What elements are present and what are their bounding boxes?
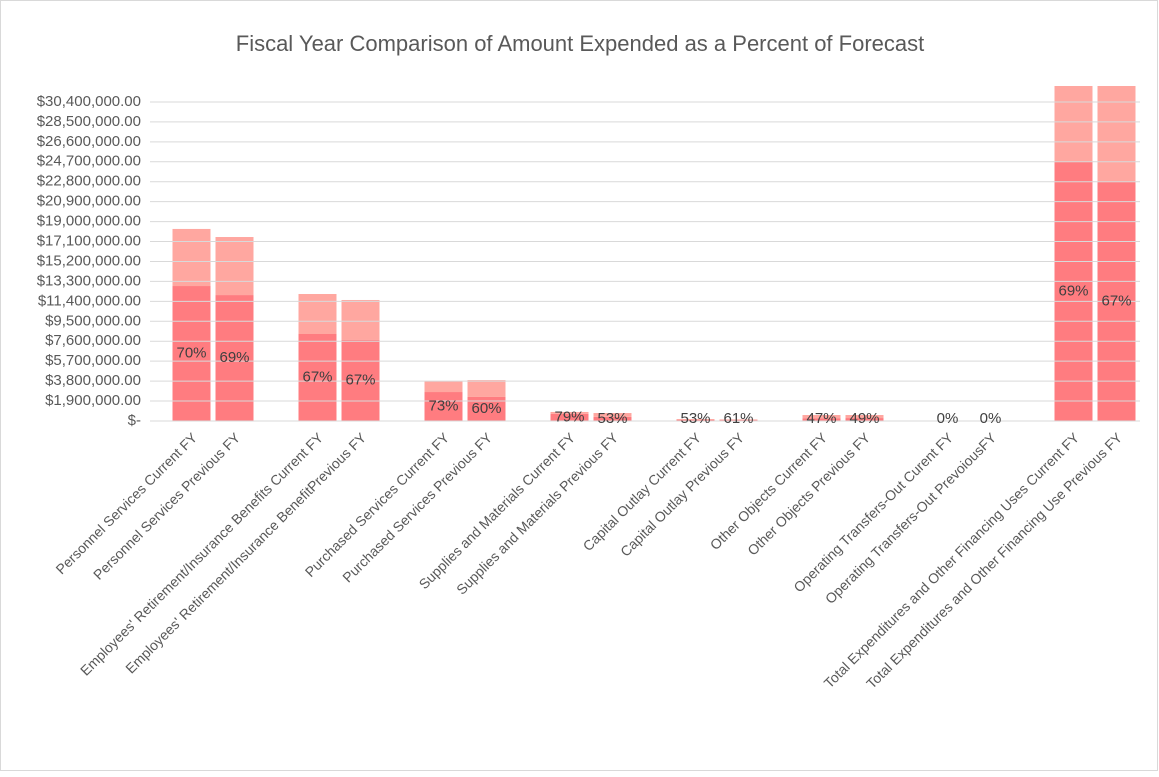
bar-segment: [676, 419, 715, 420]
chart-title: Fiscal Year Comparison of Amount Expende…: [236, 31, 925, 56]
y-tick-label: $5,700,000.00: [45, 352, 141, 369]
data-label: 53%: [597, 410, 627, 427]
bar-segment: [802, 418, 841, 421]
y-tick-label: $30,400,000.00: [37, 93, 141, 110]
y-tick-label: $3,800,000.00: [45, 372, 141, 389]
bar-segment: [424, 381, 463, 393]
bar-segment: [845, 415, 884, 419]
bar-segment: [215, 295, 254, 421]
data-label: 69%: [1058, 282, 1088, 299]
bar-segment: [593, 416, 632, 421]
data-label: 67%: [1101, 292, 1131, 309]
y-tick-label: $1,900,000.00: [45, 392, 141, 409]
bar-segment: [467, 380, 506, 397]
y-tick-label: $19,000,000.00: [37, 213, 141, 230]
bar-segment: [550, 411, 589, 414]
bar-segment: [298, 333, 337, 421]
y-tick-label: $-: [128, 412, 141, 429]
y-tick-label: $9,500,000.00: [45, 312, 141, 329]
bar-segment: [298, 294, 337, 334]
y-tick-label: $13,300,000.00: [37, 272, 141, 289]
bar-segment: [424, 392, 463, 421]
y-tick-label: $28,500,000.00: [37, 113, 141, 130]
bar-segment: [341, 299, 380, 340]
bar-segment: [845, 418, 884, 421]
data-label: 79%: [554, 408, 584, 425]
data-label: 61%: [723, 410, 753, 427]
data-label: 67%: [345, 371, 375, 388]
bar-segment: [172, 286, 211, 421]
data-label: 67%: [302, 368, 332, 385]
data-label: 53%: [680, 410, 710, 427]
bar-segment: [719, 419, 758, 421]
bar-segment: [341, 339, 380, 421]
data-label: 69%: [219, 349, 249, 366]
bar-segment: [1054, 161, 1093, 421]
data-label: 0%: [980, 410, 1002, 427]
bar-segment: [215, 237, 254, 296]
y-tick-label: $20,900,000.00: [37, 193, 141, 210]
bar-segment: [593, 413, 632, 417]
data-label: 0%: [937, 410, 959, 427]
data-label: 49%: [849, 410, 879, 427]
data-label: 70%: [176, 344, 206, 361]
y-tick-label: $7,600,000.00: [45, 332, 141, 349]
y-tick-label: $15,200,000.00: [37, 252, 141, 269]
y-tick-label: $22,800,000.00: [37, 173, 141, 190]
data-label: 60%: [471, 400, 501, 417]
bar-segment: [1054, 86, 1093, 162]
data-label: 73%: [428, 397, 458, 414]
bar-segment: [802, 415, 841, 419]
y-tick-label: $26,600,000.00: [37, 133, 141, 150]
bar-segment: [550, 413, 589, 421]
y-tick-label: $24,700,000.00: [37, 153, 141, 170]
data-label: 47%: [806, 410, 836, 427]
y-tick-label: $17,100,000.00: [37, 233, 141, 250]
bar-segment: [676, 419, 715, 421]
bar-segment: [172, 228, 211, 287]
y-tick-label: $11,400,000.00: [38, 292, 141, 309]
